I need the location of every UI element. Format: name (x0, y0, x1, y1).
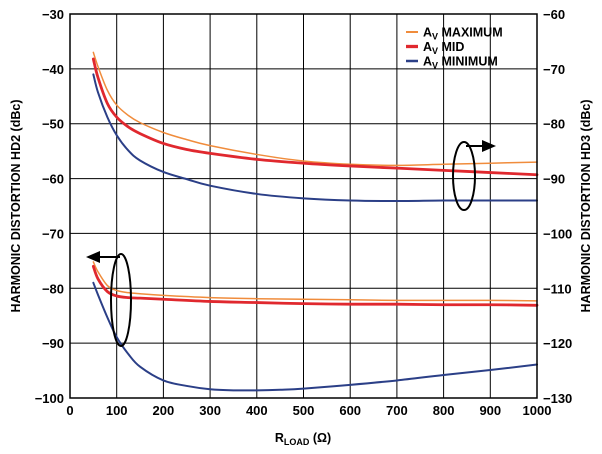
x-tick-label: 400 (246, 403, 268, 418)
y-right-tick-label: −80 (543, 117, 565, 132)
y-right-tick-label: −70 (543, 62, 565, 77)
y-right-tick-label: −90 (543, 172, 565, 187)
x-tick-label: 900 (479, 403, 501, 418)
y-axis-right-title: HARMONIC DISTORTION HD3 (dBc) (579, 100, 593, 313)
annotations (86, 140, 496, 347)
series-line-hd2-0 (92, 261, 538, 302)
x-tick-label: 0 (66, 403, 73, 418)
y-left-tick-label: −40 (42, 62, 64, 77)
y-left-tick-label: −90 (42, 336, 64, 351)
plot-frame (69, 13, 538, 399)
x-tick-label: 700 (386, 403, 408, 418)
x-tick-label: 600 (339, 403, 361, 418)
tick-labels: 0 100 200 300 400 500 600 700 800 900 1000 −30 −40 −5… (35, 7, 573, 418)
x-tick-label: 500 (293, 403, 315, 418)
x-tick-label: 200 (153, 403, 175, 418)
y-left-tick-label: −80 (42, 281, 64, 296)
series-line-hd2-2 (92, 281, 538, 392)
x-tick-label: 800 (433, 403, 455, 418)
hd2-arrow-head (86, 251, 100, 263)
x-axis-title: RLOAD (Ω) (275, 431, 331, 447)
hd3-arrow-head (482, 140, 496, 152)
y-left-tick-label: −60 (42, 172, 64, 187)
legend-entry: AV MINIMUM (423, 55, 498, 71)
y-right-tick-label: −100 (543, 226, 572, 241)
series-line-hd2-1 (91, 264, 539, 307)
grid (70, 14, 537, 398)
y-right-tick-label: −110 (543, 281, 572, 296)
series-line-hd3-0 (92, 51, 538, 167)
y-left-tick-label: −70 (42, 226, 64, 241)
y-left-tick-label: −100 (35, 391, 64, 406)
x-tick-label: 300 (199, 403, 221, 418)
series-line-hd3-1 (91, 57, 539, 177)
legend-entry: AV MID (423, 40, 464, 56)
legend-entry: AV MAXIMUM (423, 26, 503, 42)
x-tick-label: 1000 (523, 403, 552, 418)
hd2-group-ellipse (110, 253, 132, 347)
y-right-tick-label: −130 (543, 391, 572, 406)
series-line-hd3-2 (92, 73, 538, 203)
y-left-tick-label: −30 (42, 7, 64, 22)
series-lines (91, 51, 539, 392)
y-left-tick-label: −50 (42, 117, 64, 132)
y-right-tick-label: −60 (543, 7, 565, 22)
x-tick-label: 100 (106, 403, 128, 418)
y-right-tick-label: −120 (543, 336, 572, 351)
y-axis-left-title: HARMONIC DISTORTION HD2 (dBc) (9, 100, 23, 313)
hd3-group-ellipse (452, 141, 476, 211)
